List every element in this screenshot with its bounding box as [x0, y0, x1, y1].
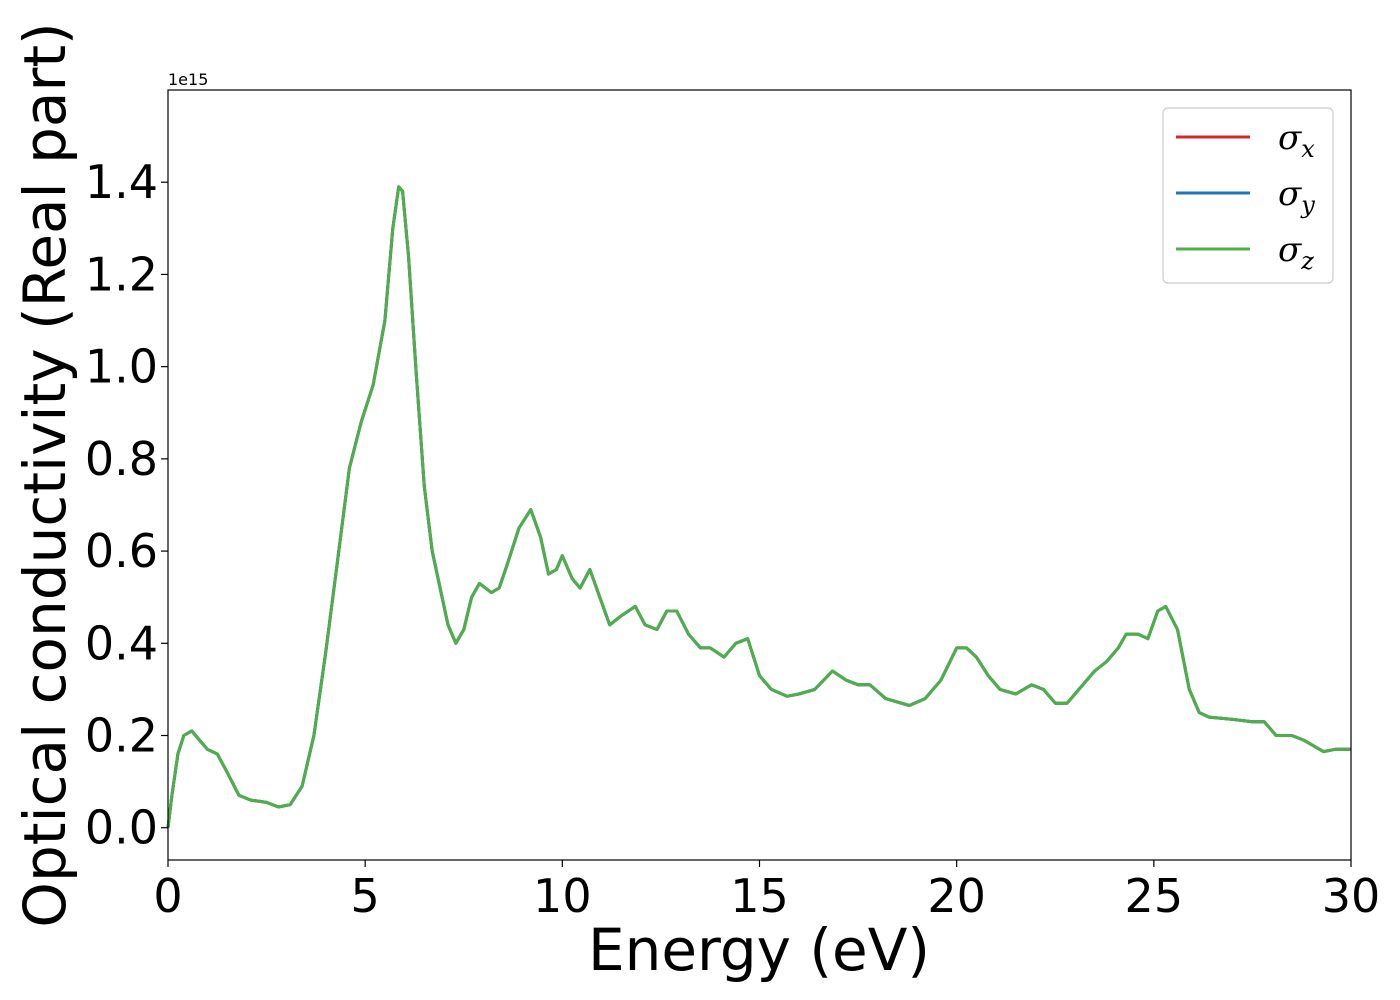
y-axis-ticks: 0.0 0.2 0.4 0.6 0.8 1.0 1.2 1.4	[85, 155, 168, 855]
x-tick-label: 0	[153, 869, 182, 923]
y-offset-label: 1e15	[168, 70, 208, 89]
y-axis-label: Optical conductivity (Real part)	[11, 22, 79, 927]
x-tick-label: 30	[1322, 869, 1381, 923]
x-tick-label: 20	[927, 869, 986, 923]
x-axis-label: Energy (eV)	[588, 916, 930, 984]
y-tick-label: 0.0	[85, 801, 158, 855]
series-layer	[166, 185, 1351, 828]
y-tick-label: 0.4	[85, 616, 158, 670]
x-axis-ticks: 0 5 10 15 20 25 30	[153, 860, 1380, 923]
x-tick-label: 15	[730, 869, 789, 923]
y-tick-label: 1.2	[85, 247, 158, 301]
y-tick-label: 1.4	[85, 155, 158, 209]
x-tick-label: 25	[1125, 869, 1184, 923]
series-line-σz	[166, 185, 1351, 828]
legend-box	[1162, 107, 1334, 284]
y-tick-label: 0.2	[85, 709, 158, 763]
y-tick-label: 1.0	[85, 340, 158, 394]
x-tick-label: 10	[533, 869, 592, 923]
y-tick-label: 0.6	[85, 524, 158, 578]
y-tick-label: 0.8	[85, 432, 158, 486]
x-tick-label: 5	[351, 869, 380, 923]
